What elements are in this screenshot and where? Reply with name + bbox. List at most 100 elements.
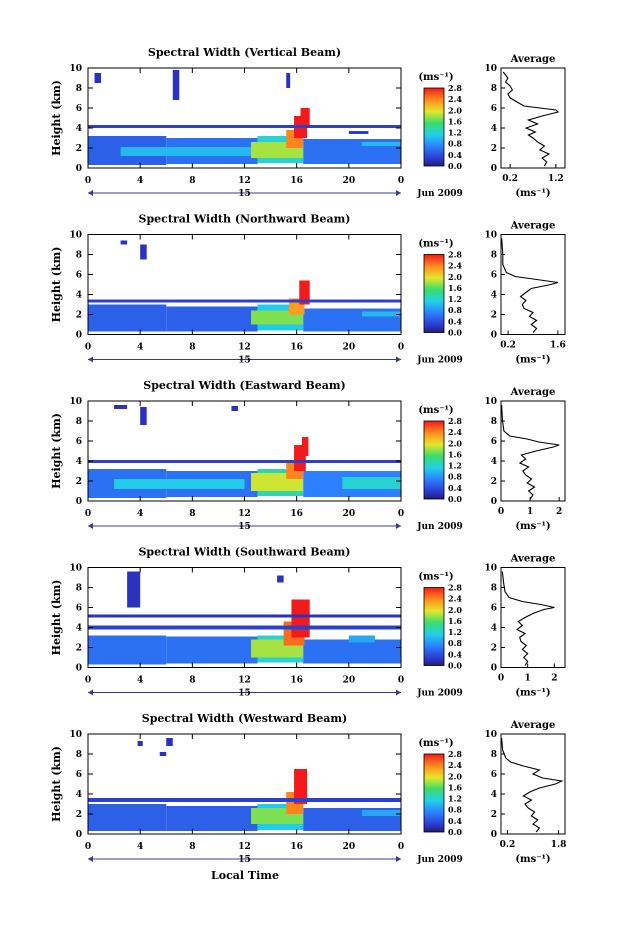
heatmap-cell	[286, 73, 291, 88]
colorbar-tick-label: 0.8	[448, 139, 462, 149]
profile-y-tick-label: 4	[491, 624, 497, 634]
profile-x-axis-label: (ms⁻¹)	[515, 188, 550, 199]
colorbar-units: (ms⁻¹)	[418, 405, 453, 416]
heatmap-cell	[277, 575, 284, 583]
y-tick-label: 8	[76, 417, 82, 427]
x-tick-label: 16	[290, 676, 303, 686]
profile-y-tick-label: 6	[491, 271, 497, 281]
profile-title: Average	[510, 54, 556, 65]
x-tick-label: 0	[85, 509, 91, 519]
y-tick-label: 10	[69, 231, 82, 241]
x-tick-label: 4	[137, 343, 143, 353]
colorbar-tick-label: 0.0	[448, 827, 462, 837]
heatmap-cell	[88, 299, 401, 303]
x-tick-label: 8	[189, 509, 195, 519]
colorbar-units: (ms⁻¹)	[418, 72, 453, 83]
colorbar-tick-label: 1.6	[448, 782, 462, 792]
colorbar-tick-label: 2.8	[448, 83, 462, 93]
profile-x-tick-label: 2	[556, 507, 562, 517]
y-axis-label: Height (km)	[50, 247, 63, 323]
heatmap-cell	[342, 477, 401, 489]
profile-y-tick-label: 2	[491, 311, 497, 321]
y-tick-label: 4	[76, 124, 82, 134]
colorbar-tick-label: 0.8	[448, 638, 462, 648]
heatmap-cell	[361, 311, 401, 317]
date-label: Jun 2009	[416, 689, 463, 699]
heatmap-cell	[348, 635, 375, 643]
colorbar-units: (ms⁻¹)	[418, 572, 453, 583]
heatmap-cell	[88, 804, 167, 831]
profile-y-tick-label: 4	[491, 124, 497, 134]
profile-y-tick-label: 10	[484, 64, 497, 74]
colorbar-tick-label: 0.4	[448, 150, 462, 160]
profile-y-tick-label: 0	[491, 830, 497, 840]
profile-y-tick-label: 10	[484, 231, 497, 241]
profile-x-tick-label: 1.2	[548, 174, 564, 184]
y-tick-label: 8	[76, 750, 82, 760]
profile-y-tick-label: 10	[484, 730, 497, 740]
heatmap-cell	[166, 306, 258, 332]
y-tick-label: 10	[69, 64, 82, 74]
day-label: 15	[238, 522, 251, 532]
colorbar-tick-label: 1.2	[448, 294, 462, 304]
x-tick-label: 16	[290, 509, 303, 519]
x-tick-label: 12	[238, 842, 251, 852]
heatmap-cell	[166, 636, 258, 664]
x-tick-label: 16	[290, 842, 303, 852]
profile-x-tick-label: 0.2	[502, 174, 518, 184]
heatmap-cell	[120, 240, 128, 245]
x-tick-label: 20	[343, 676, 356, 686]
profile-x-tick-label: 0	[498, 674, 504, 684]
panel-title: Spectral Width (Westward Beam)	[142, 712, 347, 725]
profile-y-tick-label: 6	[491, 104, 497, 114]
y-axis-label: Height (km)	[50, 80, 63, 156]
colorbar-units: (ms⁻¹)	[418, 738, 453, 749]
colorbar-tick-label: 1.2	[448, 128, 462, 138]
y-tick-label: 2	[76, 644, 82, 654]
x-tick-label: 0	[85, 343, 91, 353]
panel-title: Spectral Width (Southward Beam)	[138, 546, 350, 559]
profile-y-tick-label: 6	[491, 770, 497, 780]
heatmap-cell	[94, 73, 102, 83]
colorbar-tick-label: 0.0	[448, 161, 462, 171]
x-tick-label: 4	[137, 176, 143, 186]
profile-line	[501, 404, 560, 500]
heatmap-cell	[88, 625, 401, 630]
profile-y-tick-label: 2	[491, 644, 497, 654]
y-tick-label: 4	[76, 790, 82, 800]
profile-y-tick-label: 4	[491, 291, 497, 301]
colorbar-tick-label: 2.0	[448, 105, 462, 115]
colorbar-tick-label: 2.4	[448, 427, 462, 437]
profile-title: Average	[510, 554, 556, 565]
colorbar	[423, 87, 445, 167]
x-tick-label: 20	[343, 842, 356, 852]
x-tick-label: 0	[398, 343, 404, 353]
colorbar-tick-label: 2.8	[448, 749, 462, 759]
x-tick-label: 20	[343, 509, 356, 519]
profile-title: Average	[510, 221, 556, 232]
profile-y-tick-label: 10	[484, 397, 497, 407]
heatmap-cell	[166, 738, 173, 746]
panel-1: Spectral Width (Vertical Beam) 0 2 4 6 8 10 0 4 8…	[50, 46, 566, 199]
profile-y-tick-label: 8	[491, 584, 497, 594]
profile-frame	[500, 733, 566, 835]
profile-x-axis-label: (ms⁻¹)	[515, 688, 550, 699]
day-axis-arrow-left	[88, 190, 93, 196]
colorbar-tick-label: 2.0	[448, 438, 462, 448]
day-label: 15	[238, 855, 251, 865]
y-tick-label: 6	[76, 271, 82, 281]
y-tick-label: 2	[76, 311, 82, 321]
heatmap-cell	[361, 810, 401, 816]
heatmap-cell	[294, 445, 306, 471]
heatmap-cell	[88, 614, 401, 618]
date-label: Jun 2009	[416, 855, 463, 865]
colorbar-tick-label: 2.0	[448, 272, 462, 282]
y-tick-label: 4	[76, 457, 82, 467]
colorbar-tick-label: 2.4	[448, 760, 462, 770]
colorbar-tick-label: 0.4	[448, 316, 462, 326]
profile-y-tick-label: 6	[491, 437, 497, 447]
profile-y-tick-label: 8	[491, 251, 497, 261]
x-tick-label: 0	[85, 176, 91, 186]
colorbar-tick-label: 2.0	[448, 605, 462, 615]
y-tick-label: 6	[76, 604, 82, 614]
